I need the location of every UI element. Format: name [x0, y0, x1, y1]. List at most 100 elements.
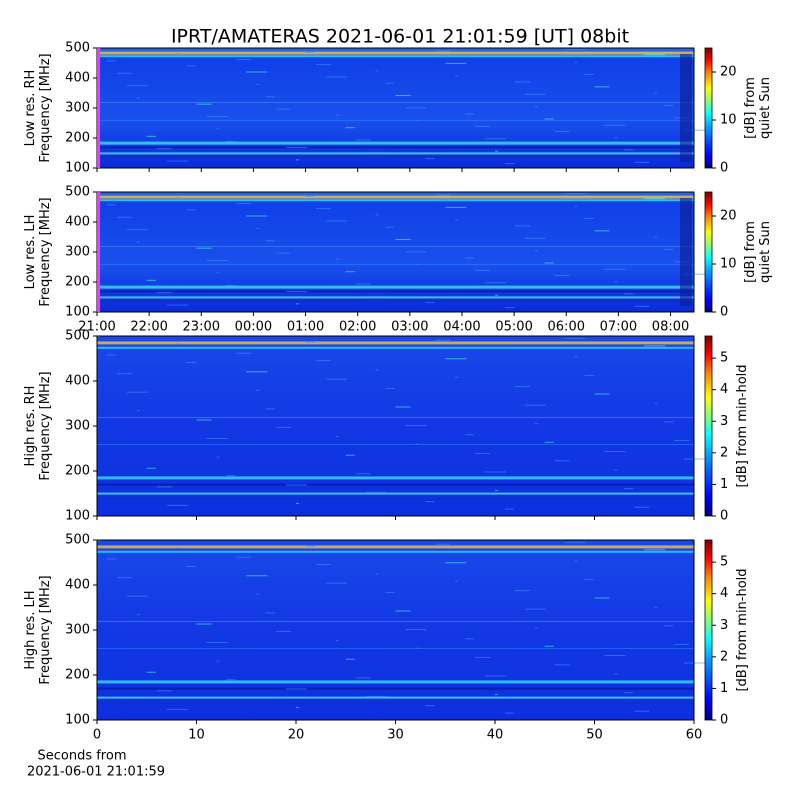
spectrogram-band [97, 102, 694, 103]
y-tick-label: 300 [65, 419, 90, 434]
spectrogram-speckle [634, 506, 650, 508]
colorbar [704, 191, 713, 313]
x-tick-label: 60 [686, 728, 703, 743]
y-tick-label: 200 [65, 275, 90, 290]
spectrogram-speckle [325, 378, 347, 380]
spectrogram-speckle [534, 250, 538, 252]
y-axis-label-line: Frequency [MHz] [38, 371, 53, 480]
spectrogram-speckle [266, 612, 276, 614]
spectrogram-speckle [246, 215, 268, 217]
y-tick-label: 300 [65, 245, 90, 260]
colorbar-tick-label: 3 [720, 618, 728, 633]
spectrogram-speckle [106, 558, 116, 560]
spectrogram-speckle [226, 679, 236, 681]
spectrogram-speckle [405, 251, 427, 253]
spectrogram-speckle [305, 545, 315, 547]
spectrogram-speckle [266, 240, 276, 242]
y-tick-label: 300 [65, 101, 90, 116]
spectrogram-speckle [445, 562, 467, 564]
spectrogram-speckle [276, 252, 292, 254]
spectrogram-speckle [504, 712, 514, 714]
spectrogram-speckle [166, 708, 188, 710]
spectrogram-speckle [415, 647, 419, 649]
spectrogram-speckle [684, 662, 706, 664]
spectrogram-speckle [395, 95, 411, 97]
spectrogram-speckle [106, 204, 116, 206]
spectrogram-speckle [564, 193, 586, 195]
x-tick-label: 07:00 [600, 320, 637, 335]
spectrogram-speckle [504, 163, 514, 165]
spectrogram-speckle [236, 59, 252, 61]
spectrogram-band [97, 195, 694, 199]
spectrogram-speckle [256, 83, 260, 85]
spectrogram-speckle [415, 119, 419, 121]
spectrogram-speckle [385, 591, 395, 593]
spectrogram-speckle [385, 387, 395, 389]
x-tick-label: 02:00 [339, 320, 376, 335]
y-axis-label: High res. LHFrequency [MHz] [23, 575, 53, 684]
spectrogram-speckle [465, 434, 475, 436]
spectrogram-band [97, 290, 694, 293]
y-tick-label: 500 [65, 329, 90, 344]
colorbar-tick-label: 1 [720, 477, 728, 492]
spectrogram-band [97, 341, 694, 345]
spectrogram-speckle [186, 565, 196, 567]
spectrogram-speckle [495, 694, 498, 696]
spectrogram-speckle [166, 160, 188, 162]
spectrogram-band [97, 296, 694, 299]
spectrogram-gap [680, 198, 692, 306]
colorbar-tick-label: 20 [720, 209, 737, 224]
spectrogram-speckle [256, 227, 260, 229]
spectrogram-band [97, 550, 694, 553]
spectrogram-speckle [216, 660, 220, 662]
colorbar-label-line: [dB] from [743, 77, 758, 139]
spectrogram-speckle [296, 303, 299, 305]
spectrogram-speckle [584, 374, 594, 376]
spectrogram-speckle [425, 158, 435, 160]
spectrogram-speckle [654, 606, 658, 608]
spectrogram-speckle [455, 376, 459, 378]
spectrogram-speckle [276, 426, 292, 428]
spectrogram-speckle [654, 236, 658, 238]
spectrogram-speckle [106, 60, 116, 62]
colorbar-tick-label: 5 [720, 351, 728, 366]
spectrogram-band [97, 702, 694, 704]
spectrogram-speckle [664, 104, 674, 106]
spectrogram-speckle [106, 354, 116, 356]
spectrogram-speckle [206, 116, 228, 118]
spectrogram-speckle [624, 488, 634, 490]
spectrogram-speckle [186, 65, 196, 67]
spectrogram-speckle [236, 203, 252, 205]
spectrogram-speckle [465, 638, 475, 640]
spectrogram-speckle [286, 146, 308, 148]
y-tick-label: 100 [65, 713, 90, 728]
spectrogram-speckle [624, 692, 634, 694]
spectrogram-speckle [296, 159, 299, 161]
spectrogram-speckle [375, 214, 379, 216]
spectrogram-speckle [564, 49, 586, 51]
colorbar-tick-label: 0 [720, 713, 728, 728]
spectrogram-band [97, 55, 694, 58]
spectrogram-speckle [624, 293, 634, 295]
y-axis-label: High res. RHFrequency [MHz] [23, 371, 53, 480]
spectrogram-speckle [116, 373, 132, 375]
x-tick-label: 21:00 [78, 320, 115, 335]
spectrogram-speckle [435, 50, 451, 52]
spectrogram-speckle [564, 541, 586, 543]
spectrogram-speckle [375, 70, 379, 72]
spectrogram-speckle [594, 230, 610, 232]
colorbar-tick-label: 10 [720, 257, 737, 272]
spectrogram-speckle [156, 148, 172, 150]
colorbar [704, 335, 713, 517]
spectrogram-speckle [385, 226, 395, 228]
spectrogram-speckle [405, 629, 427, 631]
spectrogram-speckle [325, 76, 347, 78]
spectrogram-speckle [544, 441, 554, 443]
x-axis-label: Seconds from [37, 749, 126, 764]
spectrogram-speckle [186, 209, 196, 211]
spectrogram-speckle [176, 52, 180, 54]
spectrogram-speckle [594, 86, 610, 88]
colorbar [704, 539, 713, 721]
spectrogram-speckle [485, 282, 507, 284]
